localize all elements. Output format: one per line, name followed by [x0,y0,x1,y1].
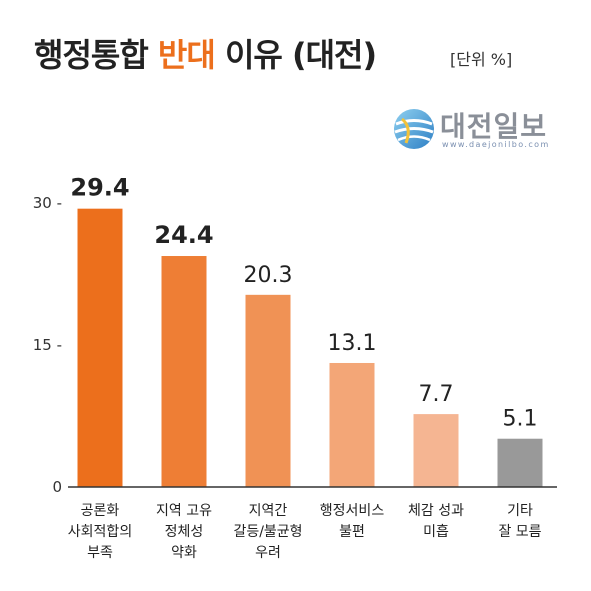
y-tick-label: 15 - [33,336,62,354]
bar [329,362,375,487]
category-label: 행정서비스 [320,503,385,519]
bar [413,414,459,487]
value-label: 29.4 [70,174,129,202]
value-label: 20.3 [244,263,293,288]
category-label: 정체성 [165,524,204,540]
category-label: 부족 [87,545,113,561]
title-highlight: 반대 [157,36,216,74]
category-label: 지역간 [249,503,288,519]
value-label: 5.1 [503,407,538,432]
chart-title: 행정통합 반대 이유 (대전) [34,30,377,76]
category-label: 약화 [171,545,197,561]
value-label: 13.1 [328,331,377,356]
logo-name: 대전일보 [440,110,548,143]
bar [497,438,543,487]
title-suffix: 이유 (대전) [214,36,377,74]
category-label: 체감 성과 [408,503,464,519]
title-prefix: 행정통합 [34,36,158,74]
bar [161,256,207,487]
y-tick-label: 30 - [33,194,62,212]
category-label: 미흡 [423,524,449,540]
category-label: 우려 [255,545,281,561]
category-label: 불편 [339,524,365,540]
bar [77,208,123,487]
category-label: 갈등/불균형 [233,524,302,540]
value-label: 24.4 [154,221,213,249]
globe-logo-icon [394,109,434,149]
category-label: 기타 [507,503,533,519]
category-label: 공론화 [81,503,120,519]
category-label: 잘 모름 [498,524,541,540]
y-tick-label: 0 [52,478,62,496]
logo-url: www.daejonilbo.com [442,140,550,149]
bar [245,294,291,487]
category-label: 사회적합의 [68,524,132,540]
newspaper-logo: 대전일보 www.daejonilbo.com [392,105,562,155]
category-label: 지역 고유 [156,503,212,519]
value-label: 7.7 [419,382,454,407]
unit-label: [단위 %] [450,50,513,69]
